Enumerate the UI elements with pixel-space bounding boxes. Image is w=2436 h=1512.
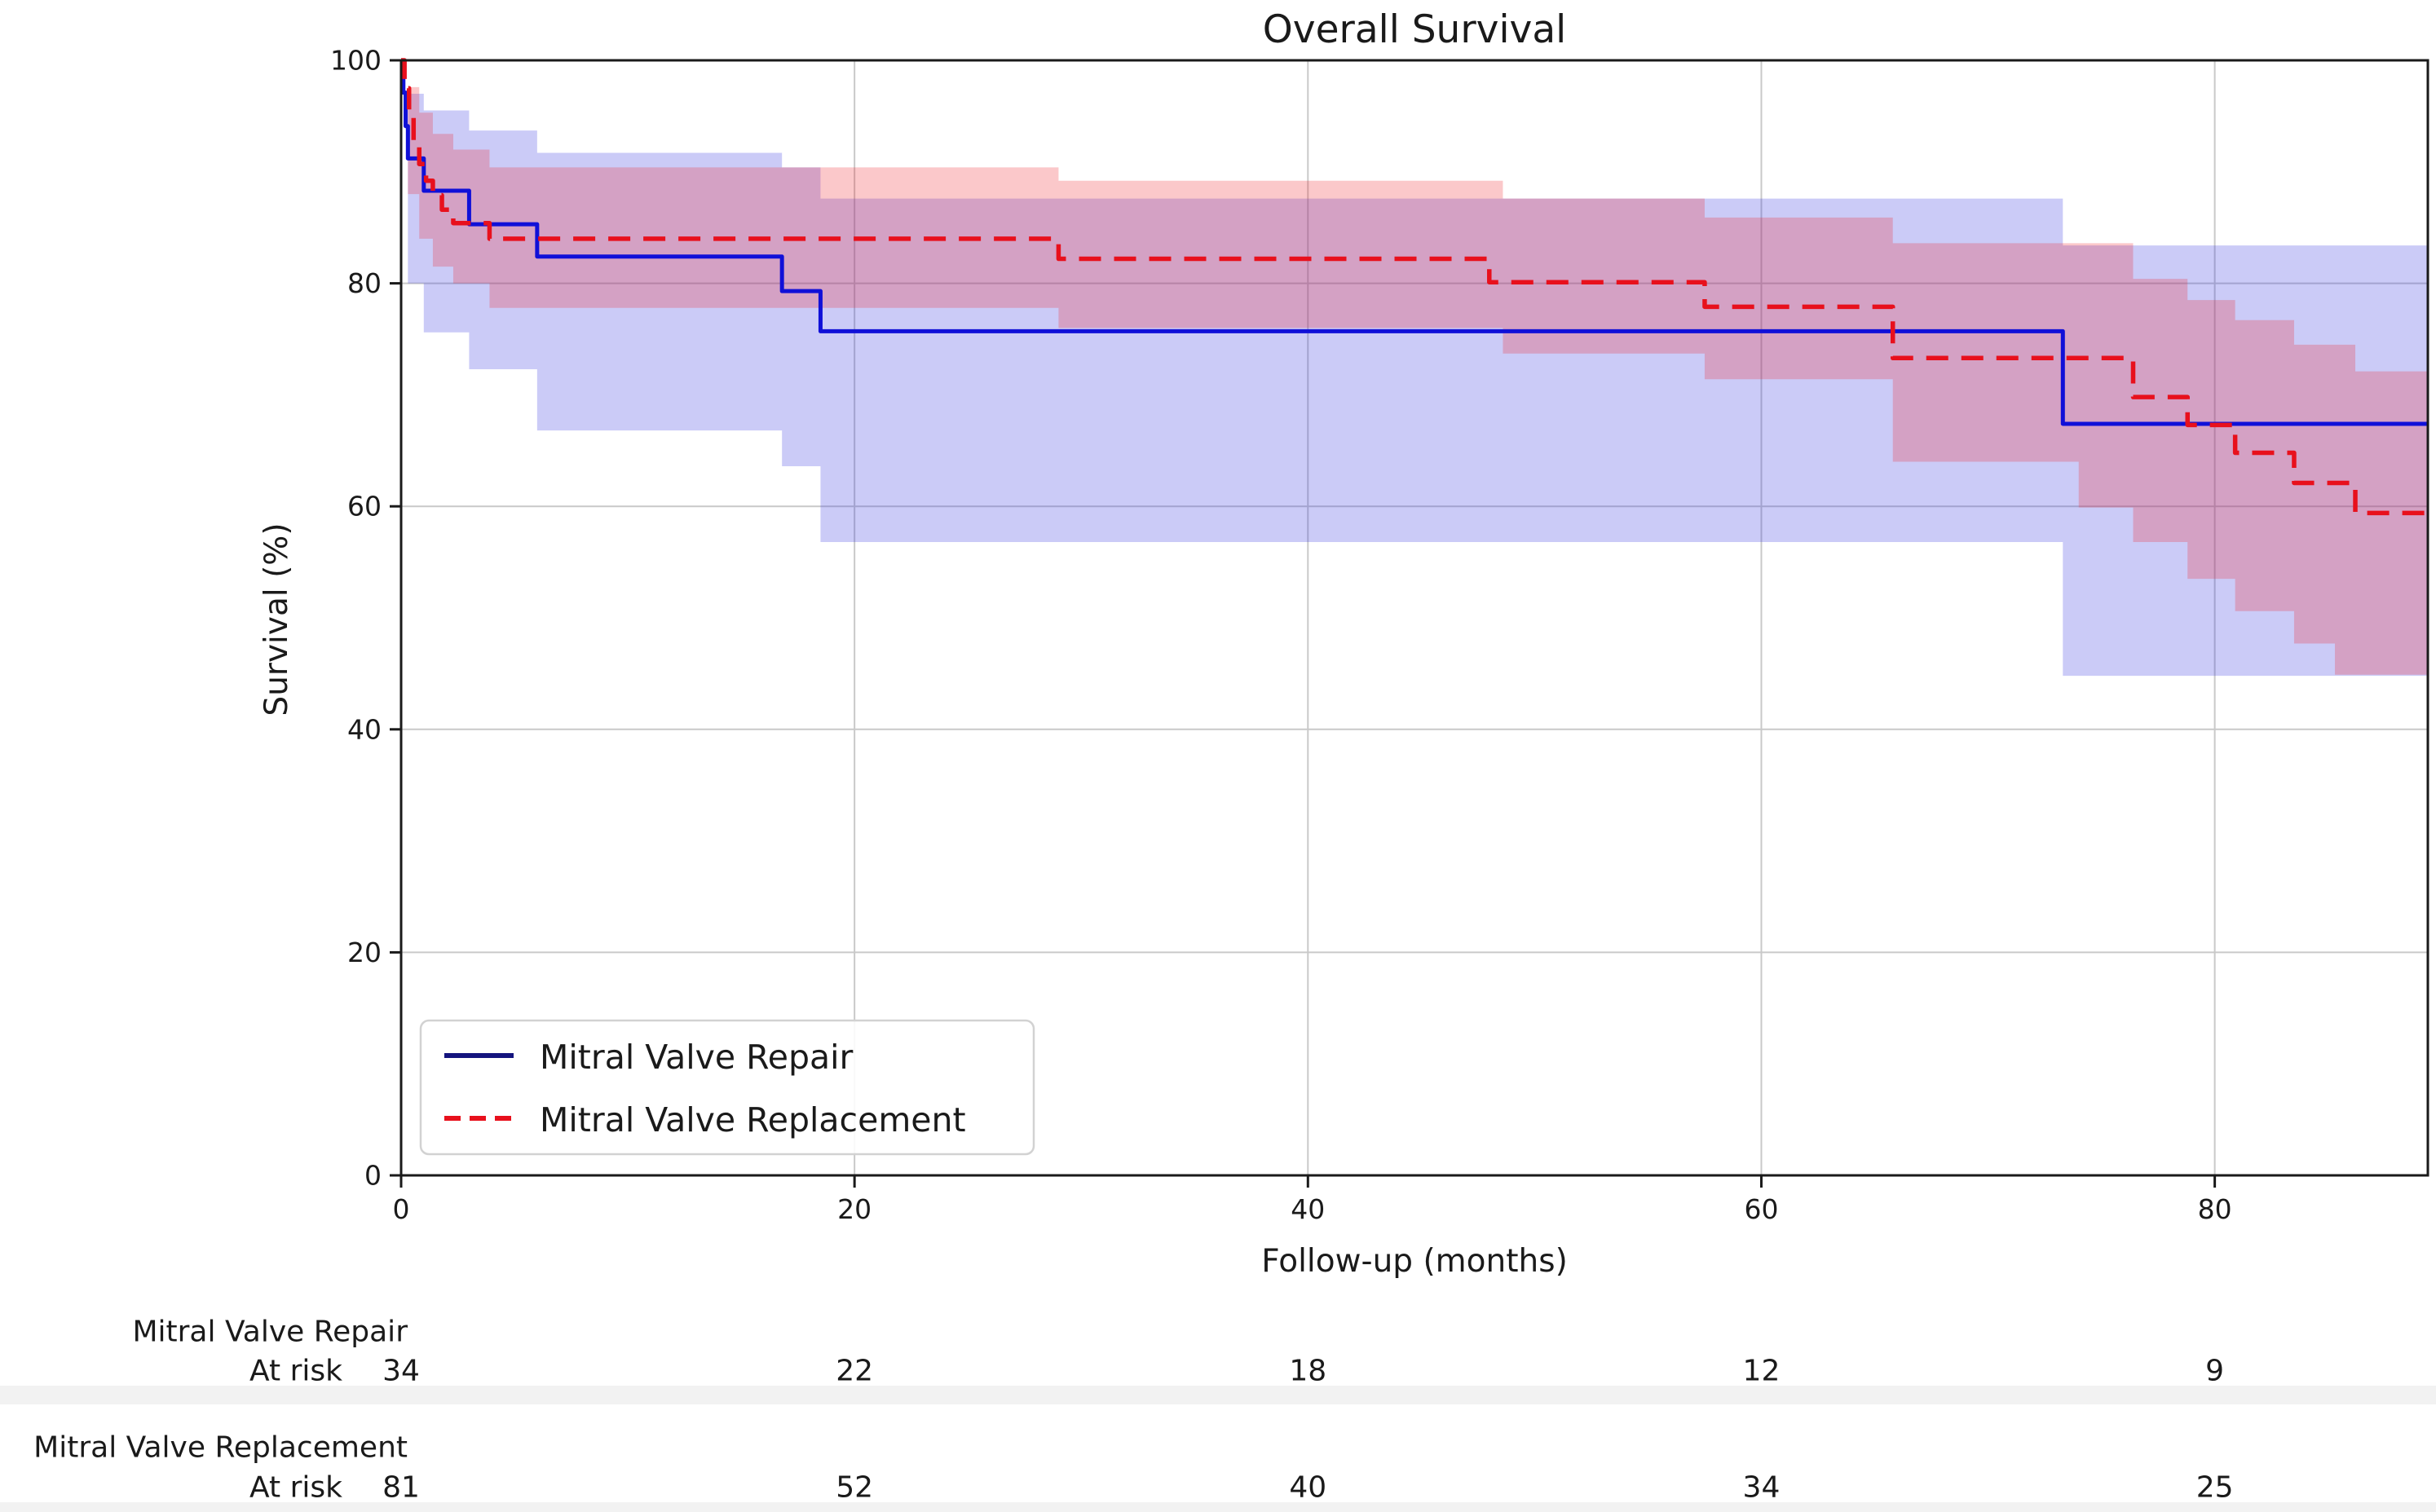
y-axis-label: Survival (%) [258,522,295,716]
plot-dynamic: 0 20 40 60 80 100 0 20 40 60 80 [330,45,2428,1225]
at-risk-counts: 34 22 18 12 9 81 52 40 34 25 [382,1355,2233,1505]
y-tick-label: 80 [347,267,382,299]
ci-band-replacement [401,60,2428,675]
legend: Mitral Valve Repair Mitral Valve Replace… [419,1019,1035,1156]
at-risk-count: 22 [836,1355,873,1388]
at-risk-row-stripe [0,1386,2436,1404]
legend-box [419,1019,1035,1156]
x-tick-label: 80 [2198,1193,2232,1225]
at-risk-count: 12 [1743,1355,1781,1388]
at-risk-table: Mitral Valve Repair At risk Mitral Valve… [33,1316,2233,1505]
survival-curve-replacement [401,58,2428,516]
at-risk-prefix: At risk [249,1471,342,1505]
survival-curve-repair [401,58,2428,426]
at-risk-row-stripe [0,1502,2436,1512]
at-risk-count: 34 [382,1355,420,1388]
at-risk-count: 52 [836,1471,873,1505]
at-risk-group-label: Mitral Valve Replacement [33,1431,408,1465]
x-axis-label: Follow-up (months) [1261,1243,1568,1280]
y-tick-label: 60 [347,491,382,522]
at-risk-count: 81 [382,1471,420,1505]
legend-label-replacement: Mitral Valve Replacement [540,1100,966,1140]
y-tick-label: 0 [364,1160,382,1192]
plot-border [399,59,2429,1177]
at-risk-count: 9 [2205,1355,2224,1388]
x-tick-label: 20 [837,1193,872,1225]
ci-band-repair [401,60,2428,677]
y-tick-label: 40 [347,713,382,745]
x-tick-label: 40 [1291,1193,1325,1225]
at-risk-count: 25 [2196,1471,2234,1505]
y-tick-label: 100 [330,45,382,77]
at-risk-prefix: At risk [249,1355,342,1388]
at-risk-count: 34 [1743,1471,1781,1505]
y-tick-label: 20 [347,937,382,968]
x-tick-label: 60 [1744,1193,1778,1225]
at-risk-group-label: Mitral Valve Repair [132,1316,408,1349]
at-risk-count: 18 [1289,1355,1326,1388]
chart-title: Overall Survival [1263,7,1566,52]
legend-label-repair: Mitral Valve Repair [540,1038,854,1077]
at-risk-count: 40 [1289,1471,1326,1505]
x-tick-label: 0 [393,1193,410,1225]
